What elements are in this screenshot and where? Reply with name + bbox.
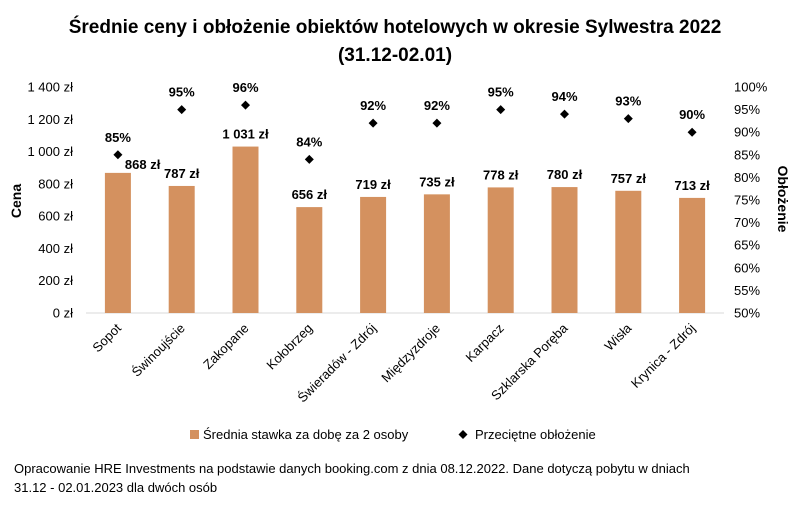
y2-axis-title: Obłożenie <box>775 166 788 233</box>
occupancy-data-label: 96% <box>232 80 258 95</box>
occupancy-point <box>304 154 314 164</box>
occupancy-point <box>560 109 569 119</box>
occupancy-series <box>113 100 697 164</box>
bar <box>679 197 706 313</box>
y2-tick-label: 80% <box>734 170 760 185</box>
bar <box>360 196 387 313</box>
x-tick-label: Krynica - Zdrój <box>628 320 698 390</box>
y-axis-ticks: 0 zł 200 zł 400 zł 600 zł 800 zł 1 000 zł 1 20… <box>27 80 73 321</box>
legend-diamond-marker <box>458 430 468 439</box>
bar <box>423 194 450 313</box>
x-tick-label: Świnoujście <box>129 321 188 380</box>
bar <box>232 146 259 313</box>
legend: Średnia stawka za dobę za 2 osoby Przeci… <box>190 427 596 442</box>
y2-tick-label: 85% <box>734 147 760 162</box>
occupancy-data-label: 90% <box>679 107 705 122</box>
bar <box>615 190 642 313</box>
y-tick-label: 200 zł <box>38 273 73 288</box>
y-tick-label: 1 000 zł <box>27 144 73 159</box>
y-axis-title: Cena <box>8 184 24 218</box>
bar-data-label: 1 031 zł <box>222 127 269 142</box>
bar-data-label: 713 zł <box>674 178 710 193</box>
occupancy-point <box>177 105 187 115</box>
occupancy-point <box>623 114 633 124</box>
y2-tick-label: 65% <box>734 238 760 253</box>
bar-data-label: 735 zł <box>419 174 455 189</box>
x-tick-label: Sopot <box>89 320 124 355</box>
occupancy-data-label: 92% <box>360 98 386 113</box>
y2-axis-ticks: 50% 55% 60% 65% 70% 75% 80% 85% 90% 95% 100% <box>734 80 768 321</box>
occupancy-point <box>241 100 250 110</box>
chart-title-line2: (31.12-02.01) <box>338 45 452 66</box>
bar-data-label: 868 zł <box>125 157 161 172</box>
y2-tick-label: 75% <box>734 193 760 208</box>
occupancy-point <box>113 150 123 160</box>
bar <box>168 185 195 313</box>
bar-data-label: 757 zł <box>611 171 647 186</box>
bar-data-label: 656 zł <box>292 187 328 202</box>
occupancy-point <box>368 118 378 128</box>
y-tick-label: 0 zł <box>53 306 73 321</box>
occupancy-point <box>496 105 506 115</box>
y2-tick-label: 50% <box>734 306 760 321</box>
bar <box>296 207 323 313</box>
occupancy-data-label: 94% <box>551 89 577 104</box>
source-note-line1: Opracowanie HRE Investments na podstawie… <box>14 461 690 476</box>
x-tick-label: Wisła <box>601 320 635 354</box>
y-tick-label: 400 zł <box>38 241 73 256</box>
x-tick-label: Zakopane <box>200 321 251 372</box>
bar-data-label: 787 zł <box>164 166 200 181</box>
y-tick-label: 1 400 zł <box>27 80 73 95</box>
occupancy-labels: 85% 95% 96% 84% 92% 92% 95% 94% 93% 90% <box>105 80 706 149</box>
occupancy-point <box>432 118 442 128</box>
y-tick-label: 800 zł <box>38 176 73 191</box>
occupancy-point <box>687 127 697 137</box>
y2-tick-label: 90% <box>734 125 760 140</box>
occupancy-data-label: 92% <box>424 98 450 113</box>
bar <box>104 172 131 313</box>
legend-bar-swatch <box>190 430 199 439</box>
y2-tick-label: 100% <box>734 80 768 95</box>
bar-data-label: 719 zł <box>355 177 391 192</box>
bar-data-label: 778 zł <box>483 167 519 182</box>
chart-title-line1: Średnie ceny i obłożenie obiektów hotelo… <box>69 16 722 38</box>
legend-occupancy-label: Przeciętne obłożenie <box>475 427 596 442</box>
y2-tick-label: 60% <box>734 260 760 275</box>
source-note-line2: 31.12 - 02.01.2023 dla dwóch osób <box>14 480 218 495</box>
chart: Średnie ceny i obłożenie obiektów hotelo… <box>8 16 788 442</box>
occupancy-data-label: 95% <box>488 85 514 100</box>
bar <box>551 187 578 313</box>
bar-series <box>104 146 706 313</box>
legend-bar-label: Średnia stawka za dobę za 2 osoby <box>203 427 409 442</box>
x-axis-ticks: Sopot Świnoujście Zakopane KołobrzegŚwierad… <box>89 320 698 405</box>
bar-data-label: 780 zł <box>547 167 583 182</box>
y2-tick-label: 55% <box>734 283 760 298</box>
y2-tick-label: 70% <box>734 215 760 230</box>
bar <box>487 187 514 313</box>
y2-tick-label: 95% <box>734 102 760 117</box>
source-note: Opracowanie HRE Investments na podstawie… <box>14 459 774 497</box>
occupancy-data-label: 85% <box>105 130 131 145</box>
x-tick-label: Międzyzdroje <box>378 321 443 386</box>
occupancy-data-label: 93% <box>615 94 641 109</box>
occupancy-data-label: 95% <box>169 85 195 100</box>
x-tick-label: Karpacz <box>462 321 506 365</box>
occupancy-data-label: 84% <box>296 134 322 149</box>
y-tick-label: 1 200 zł <box>27 112 73 127</box>
x-tick-label: Kołobrzeg <box>263 321 315 373</box>
y-tick-label: 600 zł <box>38 209 73 224</box>
